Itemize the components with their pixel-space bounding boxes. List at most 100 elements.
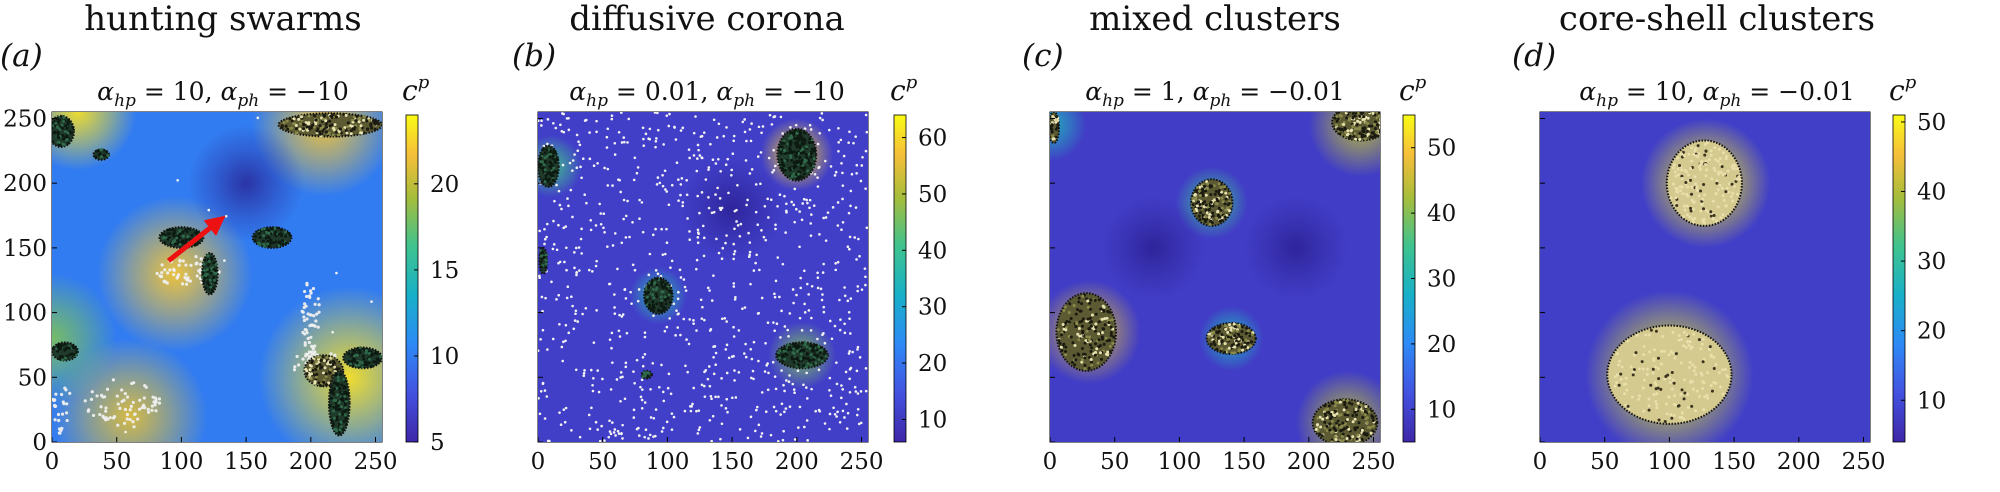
panel-b-cluster-particle	[789, 154, 793, 158]
panel-b-scatter-particle	[831, 206, 835, 209]
panel-b-scatter-particle	[700, 134, 704, 138]
panel-c-colorbar-label-base: c	[1399, 74, 1415, 107]
panel-a-alpha-hp: 10	[173, 77, 205, 106]
panel-b-scatter-particle	[648, 127, 652, 131]
panel-c-cluster-particle	[1095, 347, 1099, 351]
panel-b-cluster-particle	[803, 141, 807, 145]
panel-b-scatter-particle	[859, 390, 863, 393]
panel-b-scatter-particle	[856, 408, 860, 411]
panel-b-cluster-particle	[777, 351, 781, 355]
panel-b-scatter-particle	[855, 163, 859, 167]
panel-d-alpha-hp: 10	[1655, 77, 1687, 106]
panel-c-cluster-particle	[1097, 298, 1101, 302]
panel-d-cluster-particle	[1731, 199, 1735, 203]
panel-b-scatter-particle	[702, 131, 706, 134]
panel-a-cluster-particle	[307, 122, 311, 126]
panel-b-scatter-particle	[542, 144, 546, 148]
panel-a-cluster-particle	[373, 127, 377, 131]
panel-c-cluster-particle	[1354, 104, 1357, 107]
panel-b-scatter-particle	[772, 168, 776, 172]
panel-b-scatter-particle	[845, 402, 848, 406]
panel-a-cluster-particle	[330, 418, 334, 422]
panel-c-cluster-particle	[1339, 439, 1343, 442]
panel-c-cluster-particle	[1363, 413, 1367, 417]
panel-b-scatter-particle	[767, 156, 771, 160]
panel-d-cluster-particle	[1712, 166, 1716, 170]
panel-d-cluster-particle	[1712, 214, 1716, 218]
panel-b-scatter-particle	[643, 435, 646, 439]
panel-b-cluster-particle	[810, 349, 814, 353]
panel-d-cluster-particle	[1721, 194, 1725, 198]
panel-d-cluster-particle	[1659, 349, 1663, 353]
panel-b-scatter-particle	[673, 126, 676, 129]
panel-b-scatter-particle	[852, 141, 855, 145]
panel-b-scatter-particle	[692, 154, 696, 157]
panel-c-cluster-particle	[1347, 117, 1351, 121]
panel-a-plume-particle	[293, 365, 297, 369]
panel-c-cluster-particle	[1348, 401, 1352, 405]
panel-c-colorbar-tick-label: 30	[1427, 267, 1456, 293]
panel-a-plume-particle	[186, 278, 190, 282]
panel-d-cluster-particle	[1714, 192, 1718, 196]
panel-b-scatter-particle	[635, 358, 639, 362]
panel-b-cluster-particle	[809, 353, 813, 357]
panel-a-cluster-particle	[279, 232, 283, 236]
panel-a-cluster-particle	[336, 382, 340, 386]
panel-c-cluster-particle	[1339, 413, 1343, 417]
panel-c-cluster-particle	[1110, 318, 1114, 322]
panel-b-scatter-particle	[747, 231, 750, 235]
panel-b-scatter-particle	[760, 131, 763, 135]
panel-d-cluster-particle	[1702, 217, 1706, 221]
panel-b-cluster-particle	[780, 163, 784, 167]
panel-b-scatter-particle	[636, 299, 640, 303]
panel-c-cluster-particle	[1101, 308, 1105, 312]
panel-a-cluster-particle	[62, 137, 66, 141]
panel-b-cluster-particle	[794, 155, 798, 159]
panel-a-plume-particle	[172, 272, 176, 277]
panel-b-alpha-ph: −10	[792, 77, 845, 106]
panel-c-cluster-particle	[1355, 426, 1359, 430]
panel-b-scatter-particle	[743, 118, 746, 121]
panel-a-y-tick-label: 250	[3, 106, 47, 132]
panel-b-scatter-particle	[822, 305, 826, 309]
panel-b-scatter-particle	[575, 271, 578, 275]
panel-b-scatter-particle	[698, 426, 702, 429]
panel-a-plume-particle	[125, 417, 129, 421]
panel-c-cluster-particle	[1106, 310, 1110, 314]
panel-b-scatter-particle	[782, 383, 785, 387]
panel-d-cluster-particle	[1680, 415, 1684, 419]
panel-c-cluster-particle	[1232, 322, 1236, 326]
panel-b-scatter-particle	[774, 387, 778, 391]
panel-c-x-tick-label: 0	[1043, 449, 1058, 475]
panel-a-plume-particle	[65, 402, 69, 406]
panel-b-scatter-particle	[839, 318, 842, 321]
panel-b-cluster-particle	[803, 131, 807, 135]
panel-b-scatter-particle	[649, 387, 652, 391]
panel-d-cluster-particle	[1689, 178, 1693, 182]
panel-b-scatter-particle	[760, 229, 763, 232]
panel-d-cluster-particle	[1691, 387, 1695, 391]
panel-b-scatter-particle	[721, 246, 725, 250]
panel-a-plume-particle	[311, 286, 316, 291]
panel-a-x-tick-label: 150	[224, 449, 268, 475]
panel-b-scatter-particle	[603, 231, 606, 234]
panel-d-cluster-particle	[1663, 419, 1667, 423]
panel-b-scatter-particle	[783, 389, 786, 393]
panel-b-scatter-particle	[774, 227, 777, 231]
panel-b-scatter-particle	[724, 163, 728, 167]
panel-a-colorbar-label-base: c	[402, 74, 418, 107]
panel-a-plume-particle	[300, 309, 304, 313]
panel-c-cluster-particle	[1204, 203, 1208, 207]
panel-a-cluster-particle	[305, 372, 309, 376]
panel-a-cluster-particle	[367, 351, 371, 355]
panel-c-cluster-particle	[1382, 124, 1385, 127]
panel-b-scatter-particle	[725, 126, 728, 129]
panel-a-cluster-particle	[338, 412, 342, 416]
panel-c-cluster-particle	[1353, 410, 1357, 414]
panel-c-cluster-particle	[1328, 428, 1332, 432]
panel-a-cluster-particle	[336, 393, 340, 397]
panel-d-cluster-particle	[1669, 350, 1673, 354]
panel-c-cluster-particle	[1339, 425, 1343, 429]
panel-d-cluster-particle	[1693, 182, 1697, 186]
panel-a-cluster-particle	[360, 131, 364, 135]
